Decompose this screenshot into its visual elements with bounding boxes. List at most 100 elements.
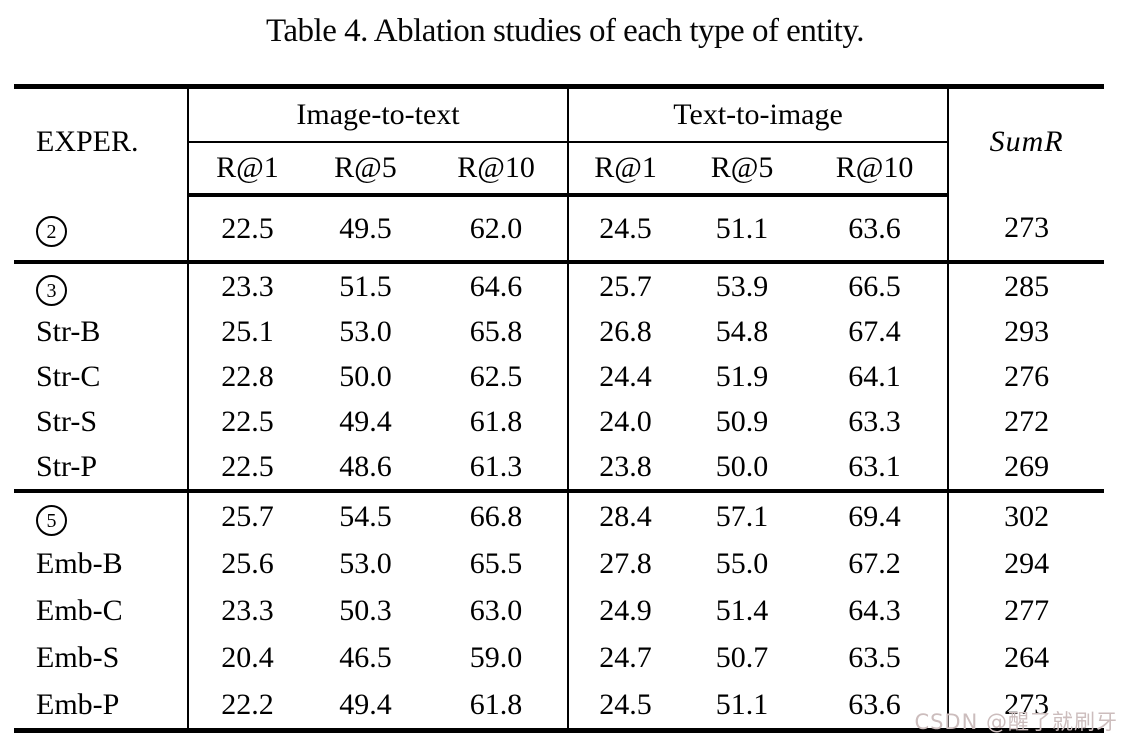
cell: 51.9 xyxy=(715,359,769,393)
cell: 48.6 xyxy=(339,449,392,483)
table-row: 2 22.5 49.5 62.0 24.5 51.1 63.6 273 xyxy=(14,195,1105,262)
cell: 276 xyxy=(947,354,1105,399)
cell: 51.1 xyxy=(715,687,769,721)
cell: 23.3 xyxy=(187,587,306,634)
cell: 50.0 xyxy=(715,449,769,483)
cell: 64.6 xyxy=(469,269,523,303)
row-label: 5 xyxy=(14,491,188,540)
circled-number: 5 xyxy=(36,505,67,537)
cell: 25.6 xyxy=(187,540,306,587)
cell: 22.2 xyxy=(187,681,306,731)
header-i2t-r10: R@10 xyxy=(425,142,569,197)
cell: 28.4 xyxy=(567,491,683,540)
cell: 25.1 xyxy=(187,309,306,354)
cell: 285 xyxy=(947,262,1105,309)
cell: 65.5 xyxy=(469,546,523,580)
cell: 23.3 xyxy=(187,262,306,309)
cell: 24.7 xyxy=(567,634,683,681)
header-i2t-r5: R@5 xyxy=(306,142,425,197)
row-label: Str-B xyxy=(36,314,101,348)
cell: 24.0 xyxy=(567,399,683,444)
cell: 50.3 xyxy=(339,593,392,627)
cell: 273 xyxy=(947,681,1105,731)
cell: 277 xyxy=(947,587,1105,634)
row-label: 2 xyxy=(14,195,188,262)
cell: 51.5 xyxy=(339,269,392,303)
cell: 25.7 xyxy=(567,262,683,309)
cell: 63.0 xyxy=(469,593,523,627)
cell: 64.1 xyxy=(848,359,901,393)
header-t2i-r5: R@5 xyxy=(682,142,803,197)
row-label: Str-C xyxy=(36,359,101,393)
cell: 51.1 xyxy=(715,211,769,245)
header-group-image-to-text: Image-to-text xyxy=(186,86,569,143)
cell: 272 xyxy=(947,399,1105,444)
row-label: Emb-C xyxy=(36,593,123,627)
cell: 50.0 xyxy=(339,359,392,393)
row-label: Str-S xyxy=(36,404,98,438)
header-exper: EXPER. xyxy=(36,125,139,158)
cell: 69.4 xyxy=(848,499,901,533)
cell: 53.0 xyxy=(339,546,392,580)
table-section: 2 22.5 49.5 62.0 24.5 51.1 63.6 273 xyxy=(14,195,1105,262)
cell: 65.8 xyxy=(469,314,523,348)
cell: 62.5 xyxy=(469,359,523,393)
cell: 46.5 xyxy=(339,640,392,674)
table-row: Emb-B 25.6 53.0 65.5 27.8 55.0 67.2 294 xyxy=(14,540,1105,587)
cell: 49.5 xyxy=(339,211,392,245)
row-label: Emb-B xyxy=(36,546,123,580)
cell: 22.8 xyxy=(187,354,306,399)
cell: 66.5 xyxy=(848,269,901,303)
cell: 302 xyxy=(947,491,1105,540)
header-t2i-r1: R@1 xyxy=(567,142,683,197)
table-row: Emb-P 22.2 49.4 61.8 24.5 51.1 63.6 273 xyxy=(14,681,1105,731)
circled-number: 3 xyxy=(36,275,67,307)
cell: 24.5 xyxy=(567,195,683,262)
row-label: Emb-P xyxy=(36,687,120,721)
header-sub-row: R@1 R@5 R@10 R@1 R@5 R@10 xyxy=(14,142,1104,197)
cell: 27.8 xyxy=(567,540,683,587)
cell: 24.9 xyxy=(567,587,683,634)
cell: 20.4 xyxy=(187,634,306,681)
table-caption: Table 4. Ablation studies of each type o… xyxy=(266,13,864,49)
cell: 64.3 xyxy=(848,593,901,627)
cell: 22.5 xyxy=(187,444,306,491)
table-header: EXPER. Image-to-text Text-to-image SumR … xyxy=(14,86,1105,197)
cell: 54.5 xyxy=(339,499,392,533)
cell: 57.1 xyxy=(715,499,769,533)
cell: 55.0 xyxy=(715,546,769,580)
header-t2i-r10: R@10 xyxy=(802,142,949,197)
cell: 61.8 xyxy=(469,687,523,721)
table-row: Str-P 22.5 48.6 61.3 23.8 50.0 63.1 269 xyxy=(14,444,1105,491)
cell: 61.3 xyxy=(469,449,523,483)
csdn-watermark: CSDN @醒了就刷牙 xyxy=(914,710,1118,734)
cell: 51.4 xyxy=(715,593,769,627)
cell: 63.6 xyxy=(848,687,901,721)
cell: 49.4 xyxy=(339,687,392,721)
cell: 264 xyxy=(947,634,1105,681)
header-group-row: EXPER. Image-to-text Text-to-image SumR xyxy=(14,86,1105,195)
cell: 62.0 xyxy=(469,211,523,245)
cell: 293 xyxy=(947,309,1105,354)
cell: 63.3 xyxy=(848,404,901,438)
table-section: 5 25.7 54.5 66.8 28.4 57.1 69.4 302 Emb-B 25.6 53.… xyxy=(14,491,1105,731)
row-label: 3 xyxy=(14,262,188,309)
table-row: Str-B 25.1 53.0 65.8 26.8 54.8 67.4 293 xyxy=(14,309,1105,354)
header-group-text-to-image: Text-to-image xyxy=(567,86,949,143)
cell: 67.4 xyxy=(848,314,901,348)
row-label: Emb-S xyxy=(36,640,120,674)
cell: 61.8 xyxy=(469,404,523,438)
cell: 63.5 xyxy=(848,640,901,674)
cell: 294 xyxy=(947,540,1105,587)
cell: 273 xyxy=(947,195,1105,262)
header-sumr: SumR xyxy=(947,86,1105,195)
table-row: Emb-S 20.4 46.5 59.0 24.7 50.7 63.5 264 xyxy=(14,634,1105,681)
cell: 23.8 xyxy=(567,444,683,491)
cell: 269 xyxy=(947,444,1105,491)
ablation-table: EXPER. Image-to-text Text-to-image SumR … xyxy=(14,84,1105,733)
table-row: Str-C 22.8 50.0 62.5 24.4 51.9 64.1 276 xyxy=(14,354,1105,399)
cell: 50.7 xyxy=(715,640,769,674)
cell: 59.0 xyxy=(469,640,523,674)
cell: 53.0 xyxy=(339,314,392,348)
